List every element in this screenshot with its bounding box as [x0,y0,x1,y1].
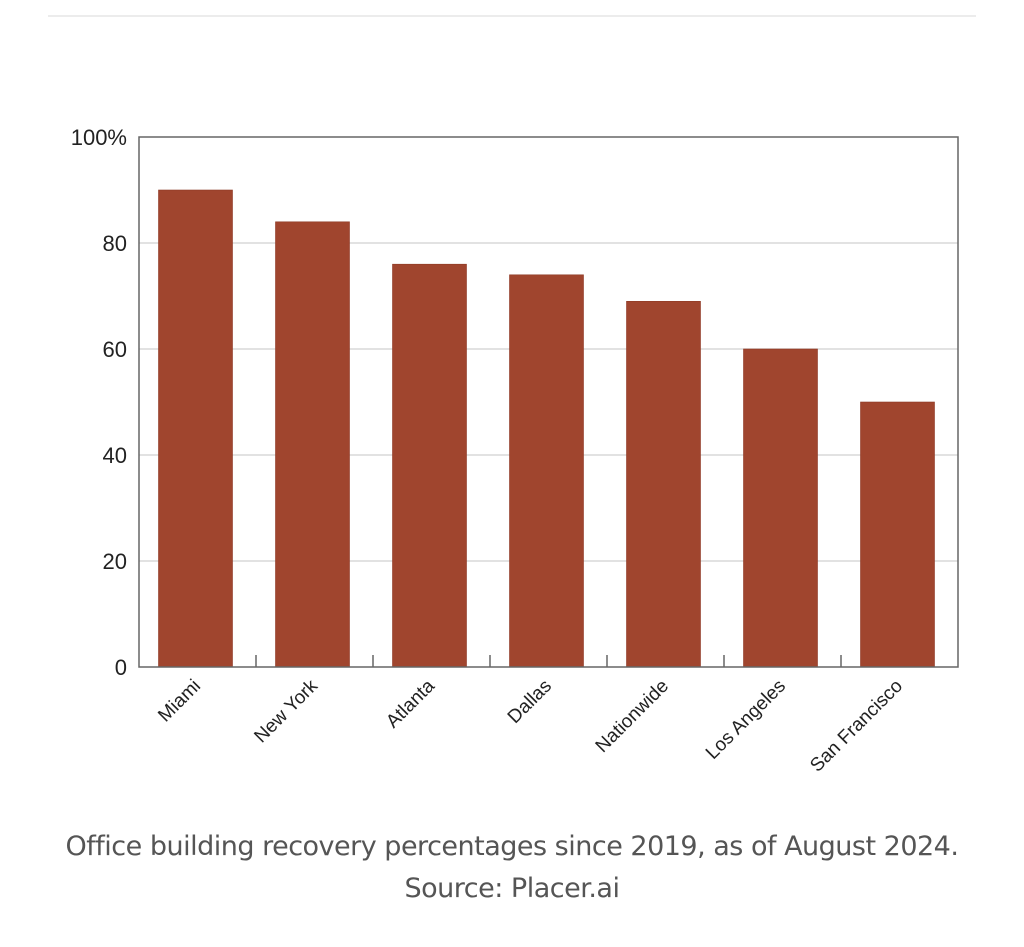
y-tick-label-80: 80 [103,231,127,256]
x-tick-label-new-york: New York [250,675,322,747]
bar-dallas [509,274,584,668]
x-tick-labels: Miami New York Atlanta Dallas Nationwide Los … [154,675,907,776]
x-tick-label-san-francisco: San Francisco [806,676,907,777]
bar-new-york [275,221,350,668]
bar-atlanta [392,263,467,668]
top-divider [48,15,976,17]
x-tick-label-nationwide: Nationwide [592,676,673,757]
bars [158,189,935,668]
x-tick-label-atlanta: Atlanta [382,675,439,732]
x-tick-label-los-angeles: Los Angeles [702,676,790,764]
bar-miami [158,189,233,668]
bar-san-francisco [860,401,935,668]
x-tick-label-miami: Miami [154,676,205,727]
plot-frame [138,136,959,668]
y-tick-label-20: 20 [103,549,127,574]
figure-caption: Office building recovery percentages sin… [65,831,959,904]
y-tick-label-100: 100% [71,125,127,150]
y-tick-label-0: 0 [115,655,127,680]
x-tick-label-dallas: Dallas [504,676,556,728]
axes [138,136,959,668]
y-tick-labels: 0 20 40 60 80 100% [71,125,127,680]
y-tick-label-60: 60 [103,337,127,362]
bar-nationwide [626,300,701,668]
y-tick-label-40: 40 [103,443,127,468]
bar-los-angeles [743,348,818,668]
bar-chart: 0 20 40 60 80 100% Miami New York Atlanta Dallas… [71,125,959,776]
